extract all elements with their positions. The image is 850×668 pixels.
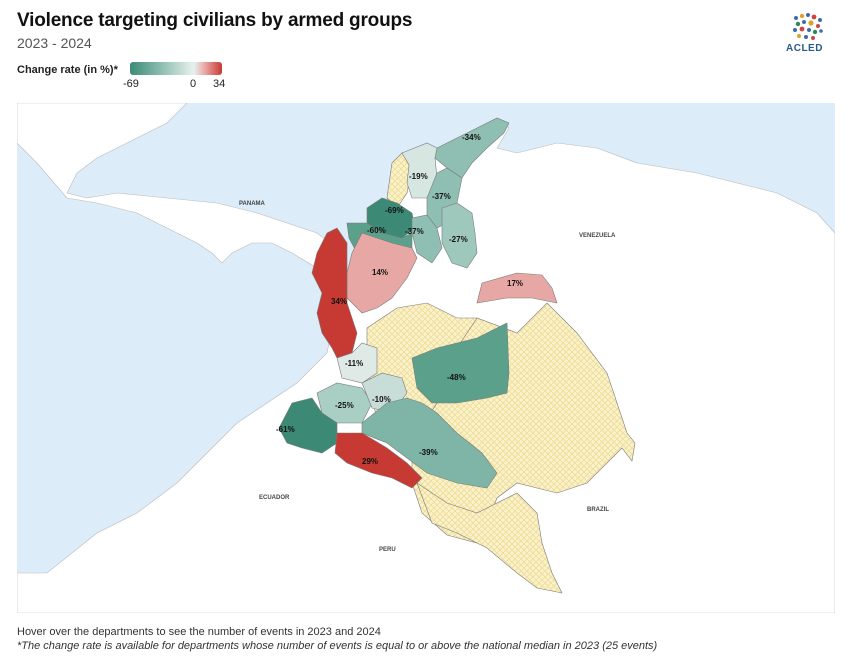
dept-label: -37%	[405, 227, 424, 236]
acled-logo-icon	[793, 13, 823, 40]
dept-label: -37%	[432, 192, 451, 201]
legend-mid-label: 0	[190, 78, 197, 90]
chart-subtitle: 2023 - 2024	[17, 35, 92, 51]
legend-color-bar	[130, 62, 222, 75]
country-label-brazil: BRAZIL	[587, 507, 609, 513]
dept-label: 17%	[507, 279, 523, 288]
dept-meta[interactable]	[411, 322, 510, 404]
legend-max-label: 34	[213, 78, 226, 90]
dept-label: 14%	[372, 268, 388, 277]
dept-label: -10%	[372, 395, 391, 404]
dept-caqueta[interactable]	[361, 397, 498, 489]
country-label-venezuela: VENEZUELA	[579, 233, 616, 239]
dept-label: 34%	[331, 297, 347, 306]
dept-arauca[interactable]	[476, 272, 558, 304]
choropleth-map[interactable]: -34% -19% -37% -69% -60% -37% -27% 14% 1…	[17, 103, 835, 613]
country-label-ecuador: ECUADOR	[259, 495, 290, 501]
footnote: *The change rate is available for depart…	[17, 640, 658, 652]
dept-la-guajira[interactable]	[434, 117, 510, 179]
dept-label: -39%	[419, 448, 438, 457]
chart-title: Violence targeting civilians by armed gr…	[17, 10, 413, 31]
dept-valle[interactable]	[336, 342, 378, 384]
dept-label: 29%	[362, 457, 378, 466]
dept-santander-north[interactable]	[411, 214, 443, 264]
acled-logo-text: ACLED	[786, 43, 823, 54]
country-label-peru: PERU	[379, 547, 396, 553]
dept-label: -48%	[447, 373, 466, 382]
dept-label: -19%	[409, 172, 428, 181]
legend-title: Change rate (in %)*	[17, 64, 118, 76]
dept-norte-santander[interactable]	[441, 202, 478, 269]
dept-label: -27%	[449, 235, 468, 244]
dept-label: -25%	[335, 401, 354, 410]
hover-note: Hover over the departments to see the nu…	[17, 626, 381, 638]
dept-putumayo[interactable]	[334, 432, 423, 489]
dept-label: -34%	[462, 133, 481, 142]
dept-label: -69%	[385, 206, 404, 215]
country-label-panama: PANAMA	[239, 201, 266, 207]
legend-min-label: -69	[123, 78, 139, 90]
dept-label: -11%	[345, 359, 363, 368]
dept-label: -61%	[276, 425, 295, 434]
dept-label: -60%	[367, 226, 386, 235]
region-no-data-amazon[interactable]	[416, 482, 563, 594]
